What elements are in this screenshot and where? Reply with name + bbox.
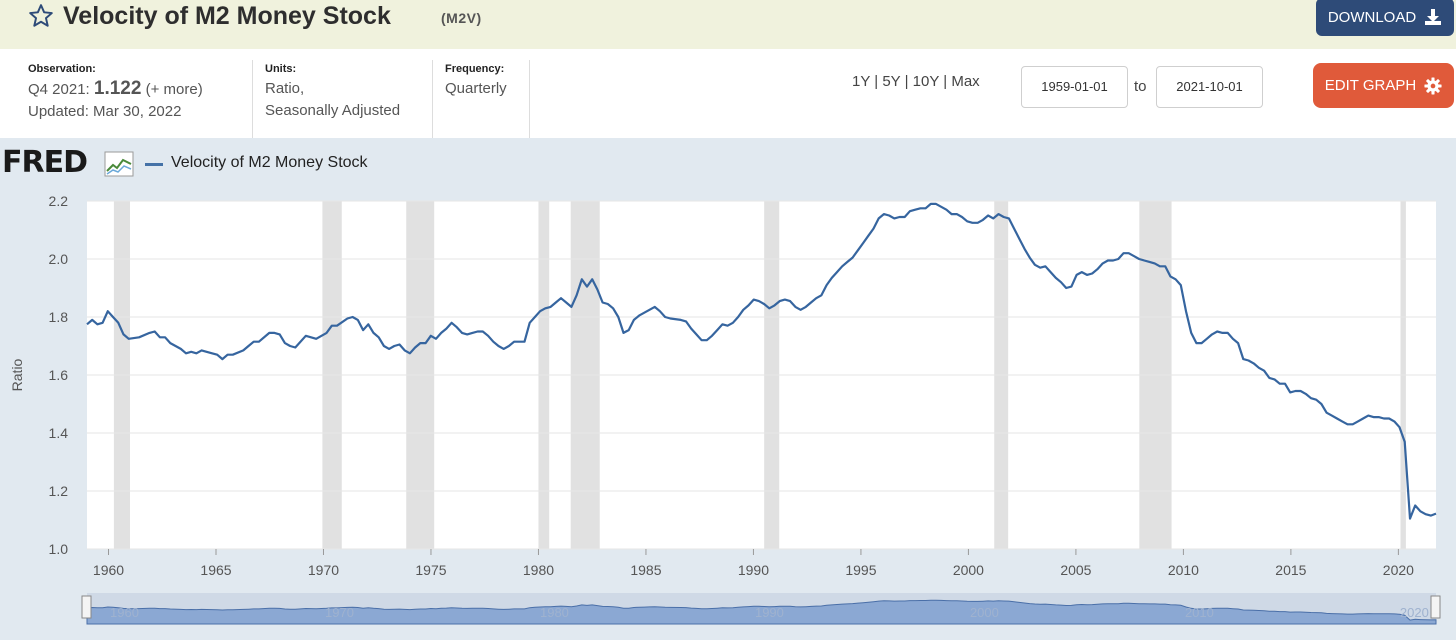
series-line (86, 202, 1437, 520)
frequency-value: Quarterly (445, 80, 507, 97)
navigator-right-handle[interactable] (1430, 595, 1441, 619)
y-tick-label: 2.2 (49, 193, 69, 209)
range-5y-link[interactable]: 5Y (882, 73, 901, 90)
legend-swatch (145, 163, 163, 166)
start-date-input[interactable]: 1959-01-01 (1021, 66, 1128, 108)
title-band (0, 0, 1456, 49)
fred-chart-icon (104, 151, 134, 177)
y-tick-label: 1.0 (49, 541, 69, 557)
navigator-label: 1990 (755, 605, 784, 620)
range-1y-link[interactable]: 1Y (852, 73, 871, 90)
legend-label: Velocity of M2 Money Stock (171, 154, 368, 171)
updated-date: Updated: Mar 30, 2022 (28, 103, 182, 120)
divider (252, 60, 253, 138)
separator: | (874, 73, 879, 90)
fred-logo[interactable]: FRED (2, 145, 88, 180)
frequency-label: Frequency: (445, 63, 505, 75)
x-tick-label: 1965 (200, 562, 231, 578)
observation-block: Observation: Q4 2021: 1.122 (+ more) Upd… (28, 60, 203, 123)
navigator-label: 2000 (970, 605, 999, 620)
end-date-input[interactable]: 2021-10-01 (1156, 66, 1263, 108)
y-tick-label: 1.4 (49, 425, 69, 441)
units-label: Units: (265, 63, 297, 75)
navigator-area (86, 599, 1437, 625)
chart-svg: 1.0 1.2 1.4 1.6 1.8 2.0 2.2 1960 1965 1970 1975 19… (9, 193, 1441, 625)
navigator-left-handle[interactable] (81, 595, 92, 619)
divider (432, 60, 433, 138)
range-max-link[interactable]: Max (951, 73, 980, 90)
y-axis-label: Ratio (9, 358, 25, 391)
range-10y-link[interactable]: 10Y (912, 73, 940, 90)
navigator-label: 1970 (325, 605, 354, 620)
x-tick-label: 2000 (953, 562, 984, 578)
x-tick-label: 2015 (1275, 562, 1306, 578)
separator: | (904, 73, 909, 90)
x-tick-label: 1985 (630, 562, 661, 578)
observation-period: Q4 2021: (28, 81, 90, 98)
y-tick-label: 1.8 (49, 309, 69, 325)
to-label: to (1134, 78, 1147, 95)
x-tick-label: 1990 (738, 562, 769, 578)
observation-more-link[interactable]: (+ more) (145, 81, 203, 98)
navigator-label: 2020 (1400, 605, 1429, 620)
observation-label: Observation: (28, 63, 96, 75)
navigator-label: 2010 (1185, 605, 1214, 620)
download-label: DOWNLOAD (1327, 8, 1417, 26)
units-line2: Seasonally Adjusted (265, 102, 401, 119)
range-links: 1Y | 5Y | 10Y | Max (852, 73, 980, 90)
y-tick-label: 1.6 (49, 367, 69, 383)
x-tick-label: 2010 (1168, 562, 1199, 578)
x-tick-label: 1970 (308, 562, 339, 578)
y-tick-label: 2.0 (49, 251, 69, 267)
x-tick-label: 1960 (93, 562, 124, 578)
download-icon (1425, 9, 1442, 25)
x-tick-label: 1995 (845, 562, 876, 578)
star-icon[interactable] (28, 3, 54, 29)
frequency-block: Frequency: Quarterly (445, 60, 507, 100)
edit-graph-label: EDIT GRAPH (1324, 77, 1417, 94)
edit-graph-button[interactable]: EDIT GRAPH (1313, 63, 1454, 108)
x-tick-label: 1975 (415, 562, 446, 578)
y-tick-label: 1.2 (49, 483, 69, 499)
series-id: (M2V) (441, 10, 482, 26)
navigator-label: 1980 (540, 605, 569, 620)
x-tick-label: 2005 (1060, 562, 1091, 578)
x-tick-label: 2020 (1383, 562, 1414, 578)
navigator-label: 1960 (110, 605, 139, 620)
divider (529, 60, 530, 138)
page-title: Velocity of M2 Money Stock (63, 2, 391, 30)
units-block: Units: Ratio, Seasonally Adjusted (265, 60, 400, 122)
download-button[interactable]: DOWNLOAD (1316, 0, 1454, 36)
x-tick-label: 1980 (523, 562, 554, 578)
observation-value: 1.122 (93, 78, 142, 99)
separator: | (943, 73, 948, 90)
units-line1: Ratio, (265, 80, 305, 97)
gear-icon (1424, 76, 1442, 95)
